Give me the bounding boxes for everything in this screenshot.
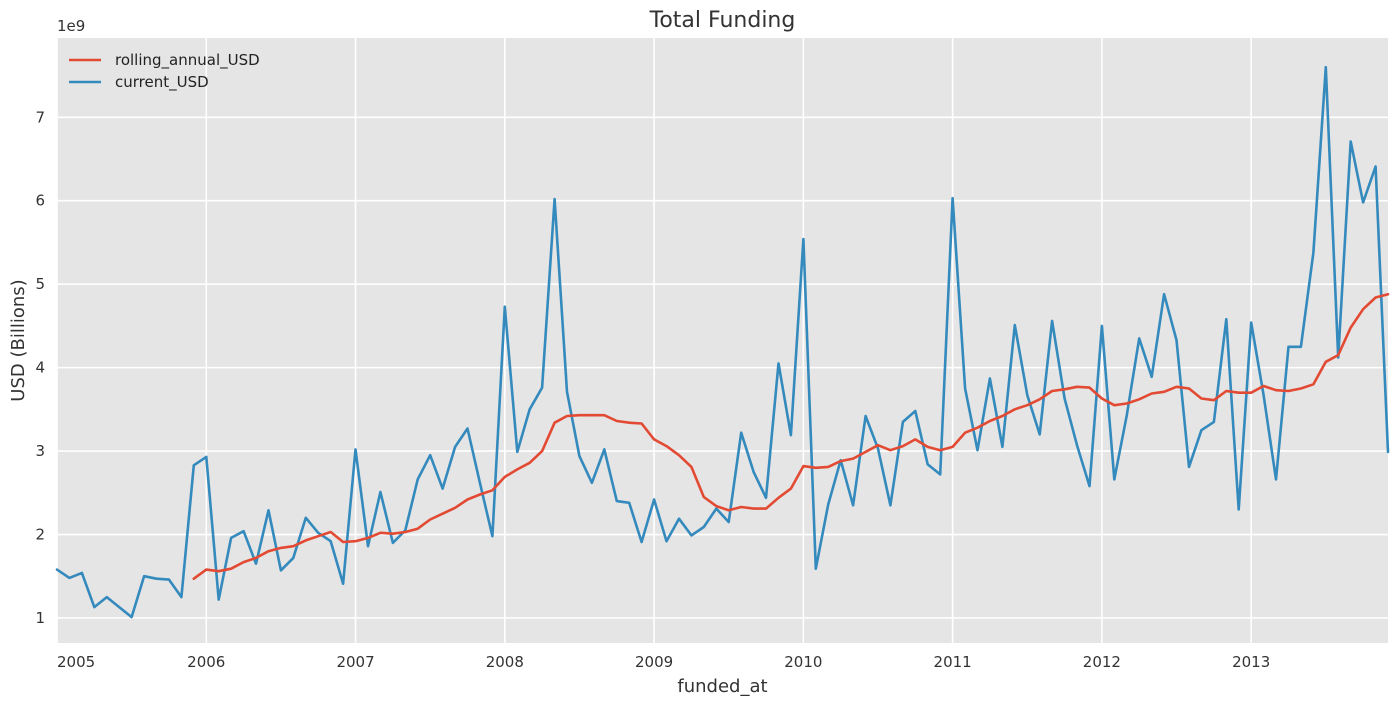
x-tick-label: 2013 [1232, 653, 1270, 671]
y-tick-label: 1 [35, 609, 45, 627]
x-tick-label: 2012 [1083, 653, 1121, 671]
tick-labels: 2005 2006 2007 2008 2009 2010 2011 2012 2013 1 2 3 4… [35, 108, 1270, 671]
legend-label: rolling_annual_USD [115, 51, 260, 70]
chart-title: Total Funding [649, 8, 796, 33]
grid [56, 38, 1388, 643]
y-tick-label: 5 [35, 275, 45, 293]
x-tick-label: 2006 [187, 653, 225, 671]
y-tick-label: 2 [35, 526, 45, 544]
y-tick-label: 7 [35, 108, 45, 126]
x-tick-label: 2009 [635, 653, 673, 671]
y-axis-offset-text: 1e9 [57, 17, 85, 35]
plot-area [57, 38, 1388, 643]
x-tick-label: 2008 [486, 653, 524, 671]
y-tick-label: 3 [35, 442, 45, 460]
series-line-current-USD [55, 65, 1390, 619]
x-tick-label: 2005 [57, 653, 95, 671]
y-tick-label: 4 [35, 359, 45, 377]
x-tick-label: 2007 [336, 653, 374, 671]
x-tick-label: 2010 [784, 653, 822, 671]
series-layer [55, 65, 1390, 619]
y-tick-label: 6 [35, 192, 45, 210]
x-axis-label: funded_at [677, 676, 767, 697]
x-tick-label: 2011 [934, 653, 972, 671]
legend: rolling_annual_USD current_USD [69, 51, 260, 92]
series-line-rolling-annual-USD [192, 292, 1390, 581]
legend-label: current_USD [115, 73, 209, 92]
y-axis-label: USD (Billions) [8, 279, 29, 401]
